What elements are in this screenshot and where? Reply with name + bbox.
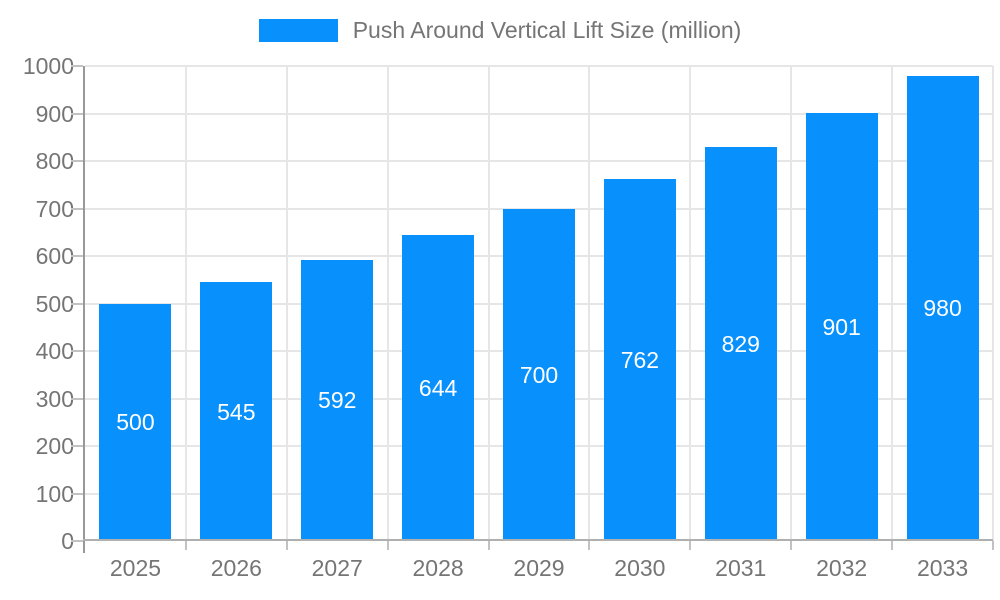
y-axis-tick (71, 492, 83, 495)
y-axis-tick-label: 300 (35, 385, 74, 412)
x-axis-label-2028: 2028 (412, 555, 464, 581)
x-axis-label-2032: 2032 (816, 555, 868, 581)
x-axis-label-2033: 2033 (916, 555, 969, 581)
v-gridline (891, 66, 894, 541)
y-axis-tick (71, 445, 83, 447)
v-gridline (386, 66, 389, 541)
y-axis-tick (71, 302, 83, 305)
v-gridline (285, 66, 288, 541)
x-axis-tick (790, 541, 793, 550)
bar-2033: 980 (906, 75, 979, 541)
x-axis-label-2030: 2030 (614, 555, 666, 581)
bar-2032: 901 (805, 113, 878, 541)
h-gridline (85, 112, 993, 115)
v-gridline (588, 66, 591, 541)
y-axis-tick (71, 160, 83, 162)
legend-swatch (258, 19, 338, 42)
bar-value-label: 901 (822, 314, 861, 341)
x-axis-label-2026: 2026 (210, 555, 262, 581)
v-gridline (487, 66, 490, 541)
y-axis-tick-label: 500 (35, 290, 74, 317)
x-axis-tick (487, 541, 490, 550)
h-gridline (85, 65, 993, 67)
bar-value-label: 980 (923, 295, 962, 322)
bar-2027: 592 (301, 259, 374, 541)
x-axis-label-2025: 2025 (109, 555, 162, 581)
bar-2029: 700 (503, 208, 575, 541)
bar-2026: 545 (200, 282, 273, 541)
y-axis-tick-label: 800 (35, 148, 74, 174)
bar-value-label: 545 (217, 398, 256, 425)
y-axis-tick (71, 207, 83, 210)
y-axis-tick-label: 700 (35, 195, 74, 222)
y-axis-tick-label: 200 (35, 433, 74, 459)
bar-value-label: 644 (418, 375, 458, 402)
bar-2030: 762 (603, 179, 676, 541)
y-axis-tick-label: 0 (61, 528, 74, 554)
y-axis-tick-label: 400 (35, 338, 74, 364)
x-axis-label-2029: 2029 (513, 555, 565, 581)
bar-2031: 829 (704, 147, 777, 541)
bar-value-label: 700 (519, 361, 559, 388)
h-gridline (85, 160, 993, 162)
y-axis-tick (71, 65, 83, 67)
y-axis-tick-label: 100 (35, 480, 74, 507)
y-axis-tick (71, 397, 83, 400)
x-axis-line (83, 539, 993, 541)
x-axis-tick (891, 541, 894, 550)
v-gridline (790, 66, 793, 541)
x-axis-label-2027: 2027 (311, 555, 363, 581)
bar-value-label: 592 (318, 387, 357, 414)
y-axis-tick-label: 600 (35, 243, 74, 269)
x-axis-tick (285, 541, 288, 550)
y-axis-tick (71, 540, 83, 542)
x-axis-label-2031: 2031 (715, 555, 767, 581)
bar-2025: 500 (99, 303, 172, 541)
bar-value-label: 500 (116, 409, 155, 436)
x-axis-tick (386, 541, 389, 550)
bar-value-label: 829 (721, 331, 760, 358)
bar-value-label: 762 (620, 347, 660, 374)
y-axis-tick-label: 1000 (22, 53, 74, 79)
x-axis-tick (588, 541, 591, 550)
bar-2028: 644 (402, 235, 475, 541)
legend-label: Push Around Vertical Lift Size (million) (352, 17, 742, 43)
v-gridline (184, 66, 187, 541)
legend: Push Around Vertical Lift Size (million) (0, 17, 1000, 44)
x-axis-tick (689, 541, 692, 550)
v-gridline (992, 66, 994, 541)
y-axis-tick (71, 112, 83, 115)
plot-area: 0 100 200 300 400 500 600 700 800 900 1000 500 2025 5… (23, 53, 994, 581)
y-axis-tick (71, 255, 83, 257)
x-axis-tick (992, 541, 994, 550)
y-axis-line (83, 66, 85, 553)
x-axis-tick (184, 541, 187, 550)
y-axis-tick-label: 900 (35, 100, 74, 127)
v-gridline (689, 66, 692, 541)
y-axis-tick (71, 350, 83, 352)
